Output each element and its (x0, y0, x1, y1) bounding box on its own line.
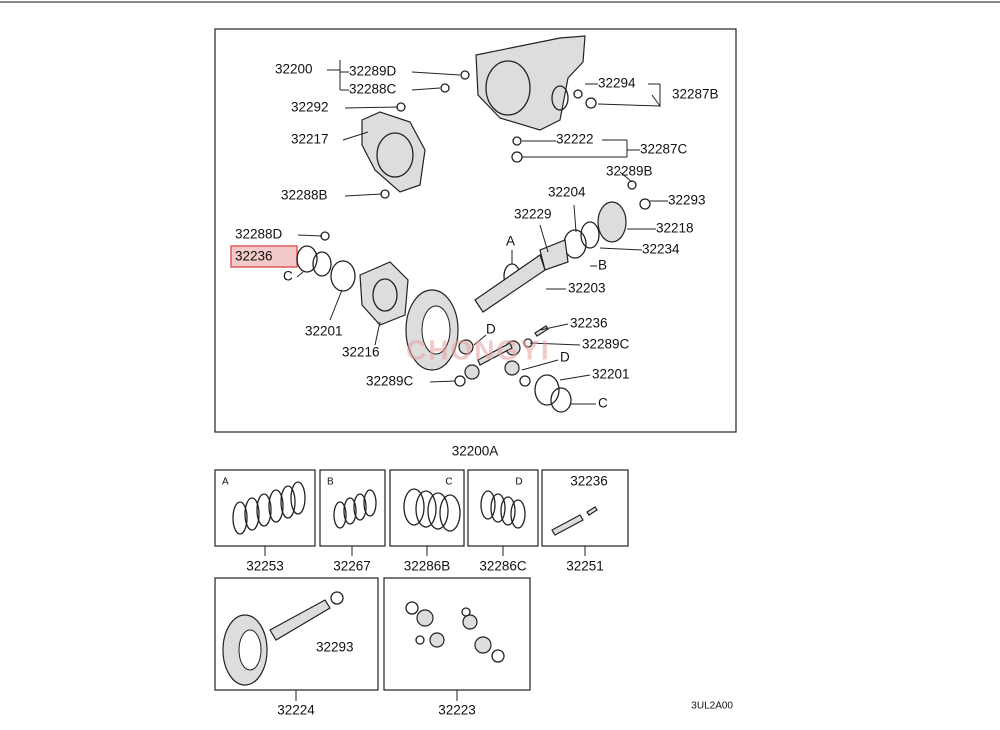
part-number: 32286C (479, 559, 527, 574)
part-label: 32234 (642, 242, 680, 257)
part-label: 32292 (291, 100, 329, 115)
sub-letter: A (222, 477, 229, 488)
part-label: 32216 (342, 345, 380, 360)
part-number: 32267 (333, 559, 371, 574)
part-label: 32287B (672, 87, 719, 102)
part-label: B (598, 258, 607, 273)
part-label: D (486, 322, 496, 337)
part-label: 32289C (582, 337, 630, 352)
assembly-number: 32200A (452, 444, 499, 459)
part-label: 32288C (349, 82, 397, 97)
part-label: 32294 (598, 76, 636, 91)
part-label: C (283, 269, 293, 284)
part-label: 32222 (556, 132, 594, 147)
part-label: 32288D (235, 227, 283, 242)
part-label: A (506, 234, 515, 249)
part-label: 32229 (514, 207, 552, 222)
sub-letter: C (445, 477, 452, 488)
watermark: CHONGYI (406, 334, 551, 365)
part-label: 32236 (570, 316, 608, 331)
part-label: 32201 (305, 324, 343, 339)
part-label: 32288B (281, 188, 328, 203)
part-label: 32203 (568, 281, 606, 296)
part-number: 32223 (438, 703, 476, 718)
part-label: 32287C (640, 142, 688, 157)
part-label: 32289B (606, 164, 653, 179)
part-label: 32218 (656, 221, 694, 236)
main-frame (214, 28, 737, 433)
part-label: 32236 (235, 249, 273, 264)
sub-labels: A 32253 B 32267 C 32286B D 32286C 32236 32251 3229… (222, 474, 608, 718)
sub-letter: D (515, 477, 522, 488)
part-label: 32293 (668, 193, 706, 208)
sub-drawings (222, 481, 598, 686)
part-number: 32286B (404, 559, 451, 574)
part-label: 32289C (366, 374, 414, 389)
part-number: 32224 (277, 703, 315, 718)
part-number: 32251 (566, 559, 604, 574)
part-label: C (598, 396, 608, 411)
sub-frames (214, 469, 629, 701)
part-number: 32253 (246, 559, 284, 574)
part-label: 32201 (592, 367, 630, 382)
part-label: 32217 (291, 132, 329, 147)
footer-code: 3UL2A00 (691, 701, 733, 712)
part-label: 32200 (275, 62, 313, 77)
part-label: 32289D (349, 64, 397, 79)
part-label: 32204 (548, 185, 586, 200)
inner-label: 32293 (316, 640, 354, 655)
part-label: D (560, 350, 570, 365)
sub-letter: 32236 (570, 474, 608, 489)
parts-drawing (296, 35, 668, 413)
sub-letter: B (327, 477, 334, 488)
main-labels: 32200 32289D 32288C 32294 32287B 32292 32217 32… (235, 62, 719, 411)
